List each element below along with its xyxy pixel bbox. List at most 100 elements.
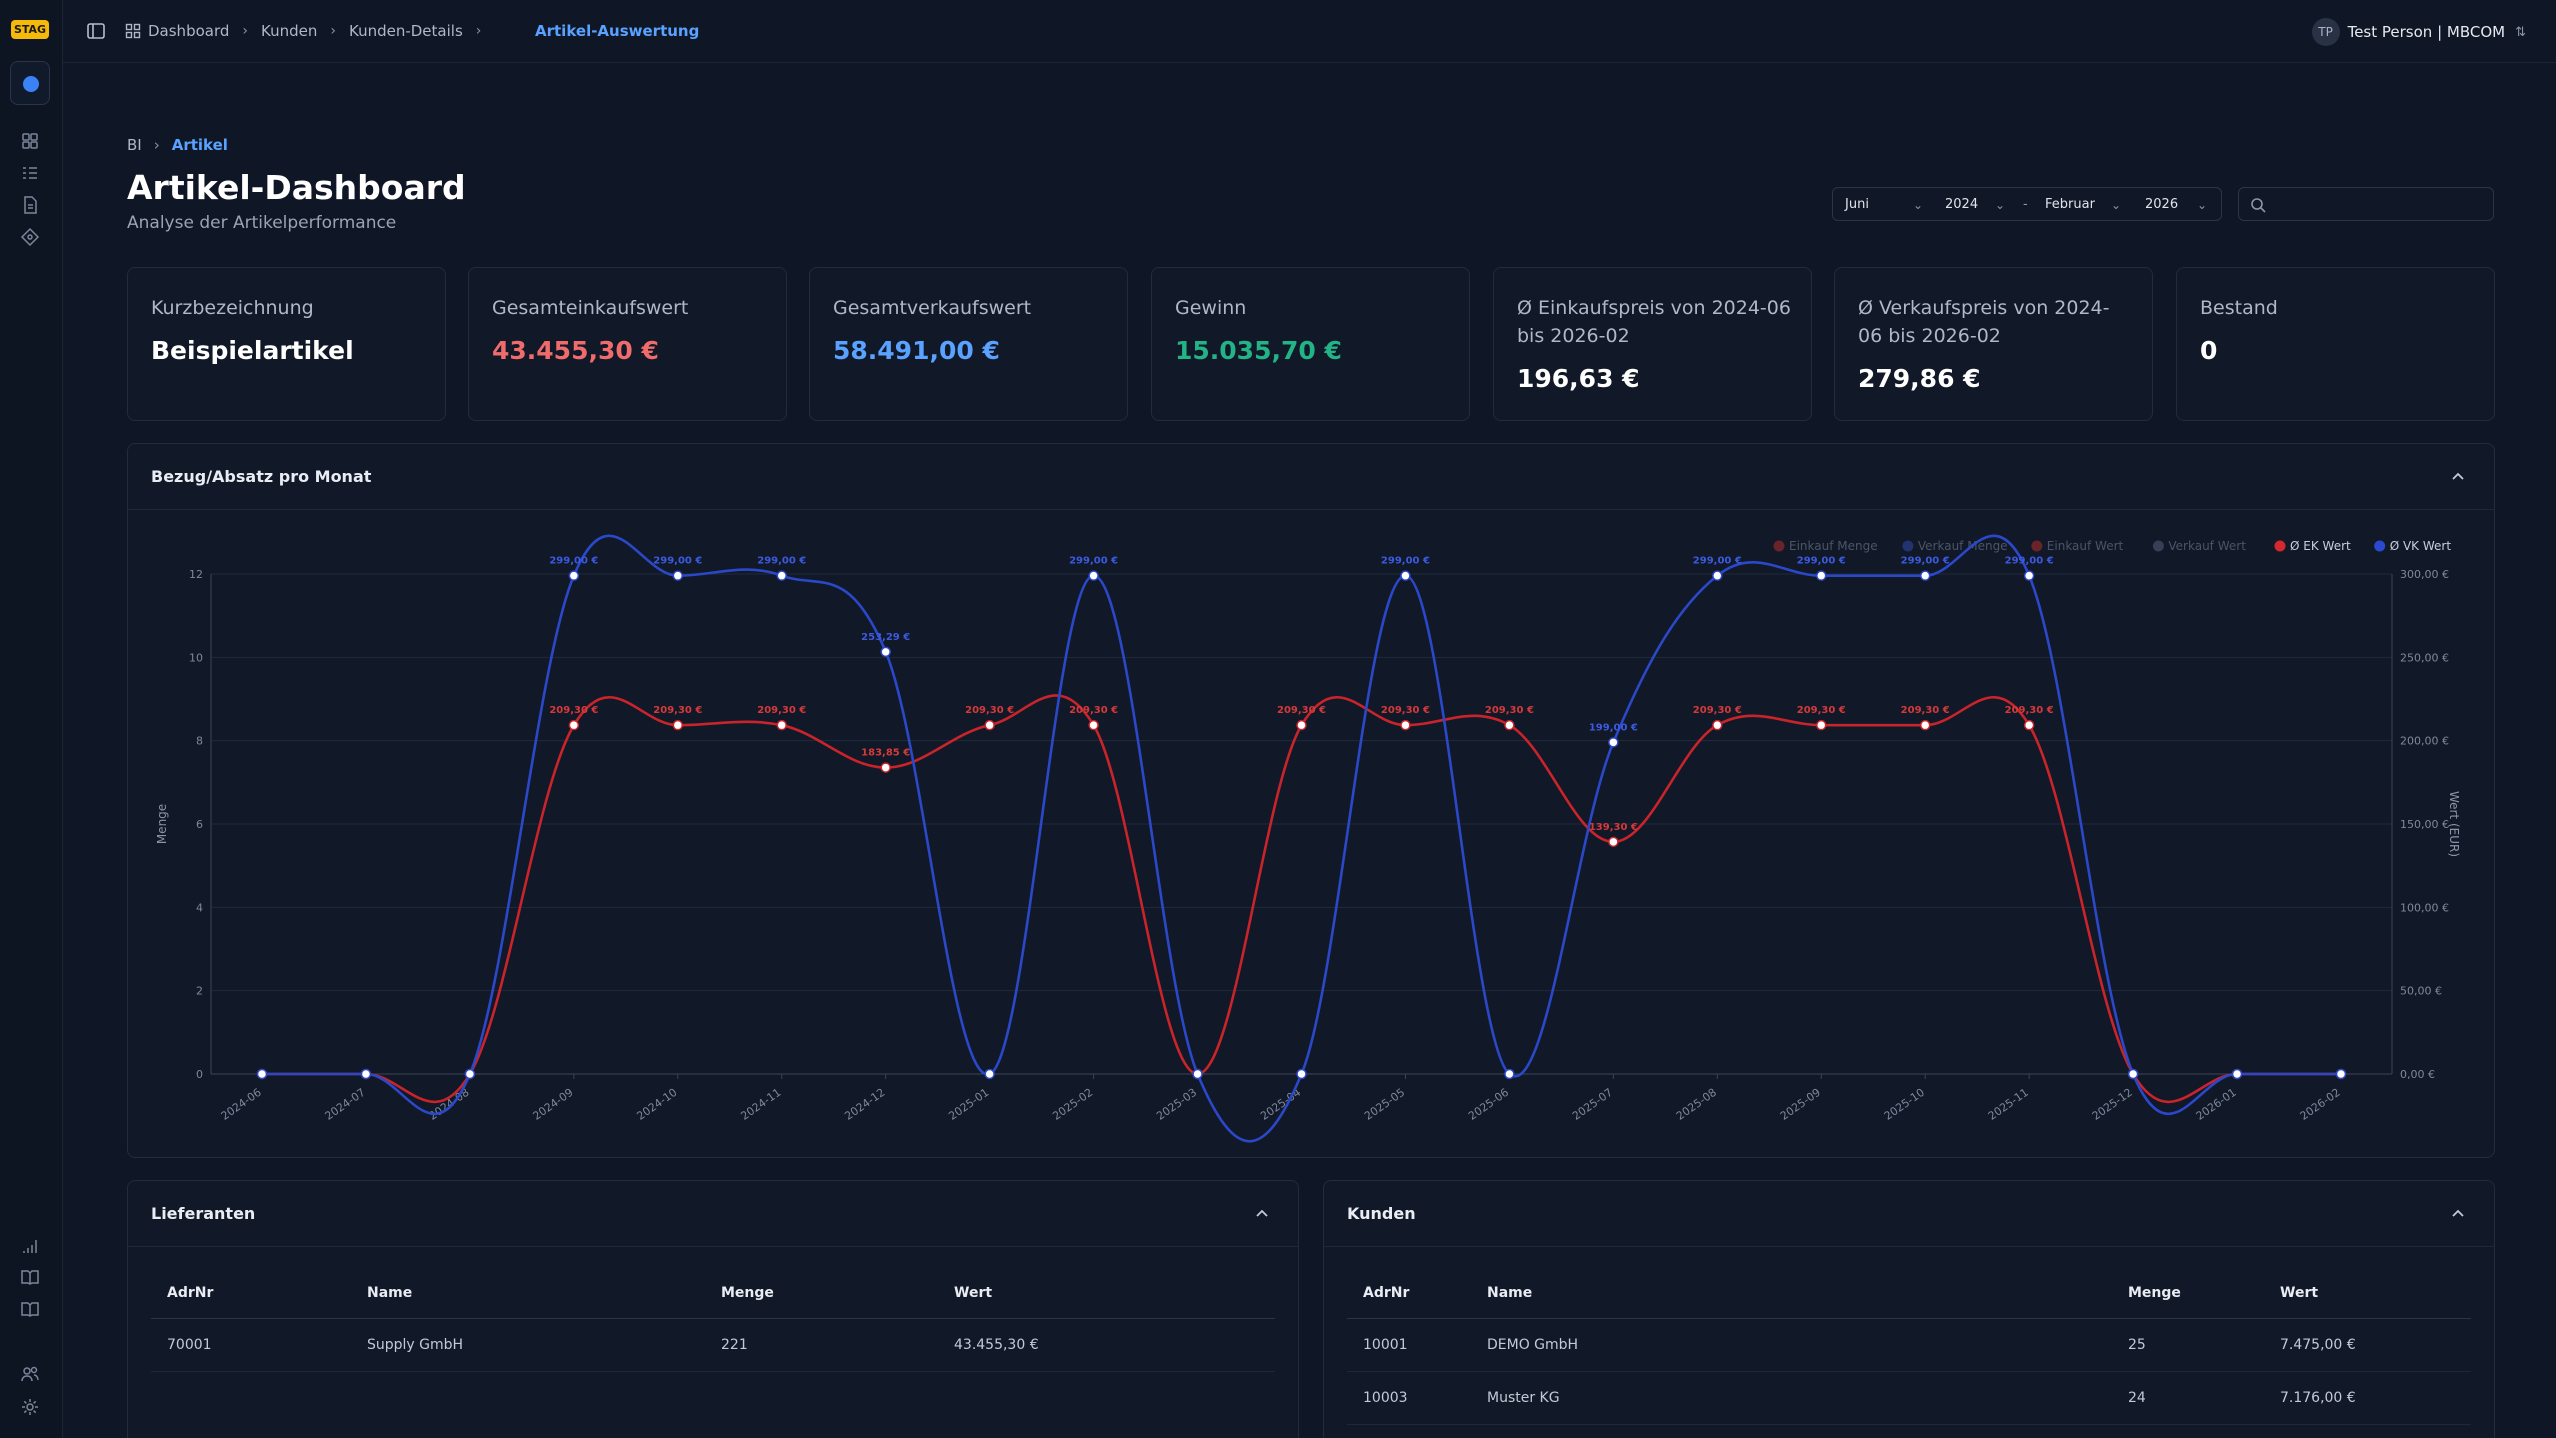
- range-separator: -: [2023, 197, 2028, 212]
- data-label: 299,00 €: [1381, 556, 1430, 567]
- signal-bars-icon[interactable]: [20, 1236, 40, 1256]
- kpi-label: Gesamteinkaufswert: [492, 297, 689, 319]
- cell-adrnr: 10003: [1347, 1371, 1487, 1425]
- chevron-up-icon[interactable]: [1252, 1203, 1272, 1223]
- data-point: [1919, 570, 1931, 581]
- from-year-select[interactable]: 2024: [1945, 197, 1979, 212]
- tag-icon[interactable]: [20, 227, 40, 247]
- data-point: [880, 646, 891, 658]
- dashboard-grid-icon[interactable]: [20, 131, 40, 151]
- legend-marker: [2374, 540, 2386, 552]
- y2-tick-label: 0,00 €: [2400, 1068, 2435, 1081]
- x-tick-label: 2025-09: [1778, 1086, 1823, 1123]
- chevron-right-icon: ›: [153, 136, 160, 154]
- chevron-right-icon: ›: [475, 23, 482, 39]
- settings-gear-icon[interactable]: [20, 1397, 40, 1417]
- y-tick-label: 6: [196, 818, 203, 831]
- sidebar-toggle-icon[interactable]: [85, 20, 107, 42]
- x-tick-label: 2025-06: [1466, 1086, 1511, 1123]
- chart-panel-header: Bezug/Absatz pro Monat: [128, 444, 2494, 510]
- data-point: [1192, 1068, 1203, 1080]
- table-row[interactable]: 10001 DEMO GmbH 25 7.475,00 €: [1347, 1318, 2471, 1372]
- legend-marker: [1902, 540, 1914, 552]
- cell-wert: 7.475,00 €: [2280, 1318, 2471, 1372]
- cell-menge: 25: [2128, 1318, 2280, 1372]
- data-point: [1400, 719, 1411, 731]
- list-check-icon[interactable]: [20, 163, 40, 183]
- document-icon[interactable]: [20, 195, 40, 215]
- lieferanten-header: Lieferanten: [128, 1181, 1298, 1247]
- column-header[interactable]: Menge: [2128, 1268, 2280, 1319]
- column-header[interactable]: Name: [367, 1268, 721, 1319]
- from-month-select[interactable]: Juni: [1845, 197, 1869, 212]
- column-header[interactable]: Menge: [721, 1268, 954, 1319]
- data-label: 209,30 €: [2005, 705, 2054, 716]
- y2-tick-label: 300,00 €: [2400, 568, 2449, 581]
- search-input[interactable]: [2275, 192, 2485, 218]
- data-label: 299,00 €: [1797, 556, 1846, 567]
- chevron-up-icon[interactable]: [2448, 1203, 2468, 1223]
- x-tick-label: 2024-12: [842, 1086, 887, 1123]
- y-tick-label: 12: [189, 568, 203, 581]
- data-point: [1296, 719, 1307, 731]
- chevron-down-icon: ⌄: [2197, 198, 2208, 212]
- data-label: 209,30 €: [757, 705, 806, 716]
- x-tick-label: 2024-10: [634, 1086, 679, 1123]
- dashboard-icon: [125, 23, 141, 39]
- kpi-value: 58.491,00 €: [833, 336, 1000, 365]
- breadcrumb-kunden-details[interactable]: Kunden-Details: [348, 22, 463, 40]
- breadcrumb: Dashboard › Kunden › Kunden-Details ›: [125, 20, 494, 42]
- kpi-card-bestand: Bestand 0: [2176, 267, 2495, 421]
- y-tick-label: 4: [196, 901, 203, 914]
- data-label: 253,29 €: [861, 632, 910, 643]
- kpi-card-kurzbezeichnung: Kurzbezeichnung Beispielartikel: [127, 267, 446, 421]
- column-header[interactable]: Wert: [2280, 1268, 2471, 1319]
- book-icon[interactable]: [20, 1299, 40, 1319]
- data-label: 299,00 €: [653, 556, 702, 567]
- top-bar: Dashboard › Kunden › Kunden-Details › Ar…: [63, 0, 2556, 63]
- to-year-select[interactable]: 2026: [2145, 197, 2179, 212]
- data-point: [568, 570, 580, 581]
- environment-badge: STAG: [11, 20, 49, 39]
- y2-axis-title: Wert (EUR): [2447, 791, 2461, 857]
- avatar: TP: [2311, 18, 2340, 46]
- data-point: [2127, 1068, 2139, 1080]
- to-month-select[interactable]: Februar: [2045, 197, 2095, 212]
- users-icon[interactable]: [20, 1364, 40, 1384]
- chevron-right-icon: ›: [242, 23, 248, 39]
- data-label: 299,00 €: [1693, 556, 1742, 567]
- kpi-card-avg-einkaufspreis: Ø Einkaufspreis von 2024-06 bis 2026-02 …: [1493, 267, 1812, 421]
- rail-item-home[interactable]: [10, 61, 50, 105]
- kpi-label: Gesamtverkaufswert: [833, 297, 1032, 319]
- kunden-table: AdrNr Name Menge Wert 10001 DEMO GmbH 25…: [1347, 1268, 2471, 1425]
- search-field[interactable]: [2238, 187, 2494, 221]
- breadcrumb-bi[interactable]: BI: [127, 136, 142, 154]
- column-header[interactable]: AdrNr: [1347, 1268, 1487, 1319]
- data-label: 209,30 €: [653, 705, 702, 716]
- user-name: Test Person | MBCOM: [2347, 23, 2506, 41]
- breadcrumb-dashboard[interactable]: Dashboard: [148, 22, 230, 40]
- legend-label: Verkauf Wert: [2168, 539, 2246, 553]
- data-point: [256, 1068, 268, 1080]
- breadcrumb-kunden[interactable]: Kunden: [261, 22, 318, 40]
- column-header[interactable]: Name: [1487, 1268, 2128, 1319]
- data-point: [2023, 570, 2035, 581]
- breadcrumb-current: Artikel-Auswertung: [535, 22, 700, 40]
- column-header[interactable]: AdrNr: [151, 1268, 367, 1319]
- chevron-up-down-icon: ⇅: [2515, 24, 2526, 40]
- data-point: [1919, 719, 1931, 731]
- kpi-value: 15.035,70 €: [1175, 336, 1342, 365]
- kunden-panel: Kunden AdrNr Name Menge Wert 10001 DEMO …: [1323, 1180, 2495, 1438]
- book-open-icon[interactable]: [20, 1267, 40, 1287]
- y2-tick-label: 150,00 €: [2400, 818, 2449, 831]
- cell-name: Supply GmbH: [367, 1318, 721, 1372]
- chevron-up-icon[interactable]: [2448, 466, 2468, 486]
- data-label: 209,30 €: [1069, 705, 1118, 716]
- data-label: 299,00 €: [2005, 556, 2054, 567]
- table-row[interactable]: 10003 Muster KG 24 7.176,00 €: [1347, 1371, 2471, 1425]
- column-header[interactable]: Wert: [954, 1268, 1275, 1319]
- legend-label: Ø VK Wert: [2390, 539, 2452, 553]
- user-menu[interactable]: TP Test Person | MBCOM ⇅: [2311, 18, 2526, 46]
- data-label: 299,00 €: [1901, 556, 1950, 567]
- table-row[interactable]: 70001 Supply GmbH 221 43.455,30 €: [151, 1318, 1275, 1372]
